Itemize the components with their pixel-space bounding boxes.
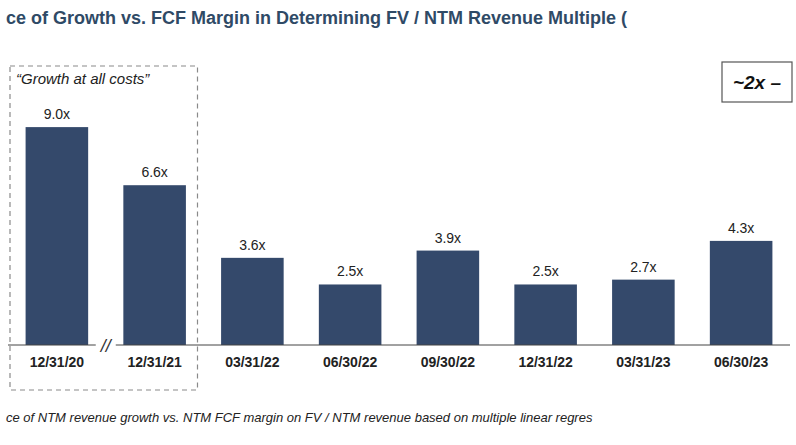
x-tick-label: 12/31/20 bbox=[30, 354, 85, 370]
bar bbox=[417, 251, 480, 345]
bar bbox=[123, 185, 186, 345]
title: ce of Growth vs. FCF Margin in Determini… bbox=[6, 8, 627, 28]
axis-break: // bbox=[99, 336, 113, 356]
x-tick-label: 09/30/22 bbox=[421, 354, 476, 370]
x-tick-label: 03/31/23 bbox=[616, 354, 671, 370]
bar bbox=[612, 280, 675, 345]
data-label: 9.0x bbox=[44, 106, 70, 122]
caption: ce of NTM revenue growth vs. NTM FCF mar… bbox=[6, 410, 593, 425]
highlight-box bbox=[10, 66, 198, 390]
multiple-box bbox=[722, 62, 792, 102]
bar bbox=[710, 241, 773, 345]
x-tick-label: 12/31/21 bbox=[127, 354, 182, 370]
bar bbox=[514, 284, 577, 345]
x-tick-label: 03/31/22 bbox=[225, 354, 280, 370]
bar bbox=[221, 258, 284, 345]
data-label: 2.5x bbox=[337, 263, 363, 279]
bars bbox=[26, 127, 773, 345]
bar bbox=[319, 284, 382, 345]
data-label: 2.5x bbox=[532, 263, 558, 279]
x-tick-label: 06/30/23 bbox=[714, 354, 769, 370]
x-axis bbox=[8, 345, 790, 346]
x-tick-label: 12/31/22 bbox=[518, 354, 573, 370]
x-tick-label: 06/30/22 bbox=[323, 354, 378, 370]
data-label: 6.6x bbox=[141, 164, 167, 180]
data-label: 4.3x bbox=[728, 220, 754, 236]
data-label: 3.9x bbox=[435, 230, 461, 246]
chart: ce of Growth vs. FCF Margin in Determini… bbox=[0, 0, 796, 445]
data-label: 2.7x bbox=[630, 259, 656, 275]
bar bbox=[26, 127, 89, 345]
annotation: ~2x – bbox=[733, 72, 782, 93]
annotation: “Growth at all costs” bbox=[16, 70, 150, 87]
data-label: 3.6x bbox=[239, 237, 265, 253]
